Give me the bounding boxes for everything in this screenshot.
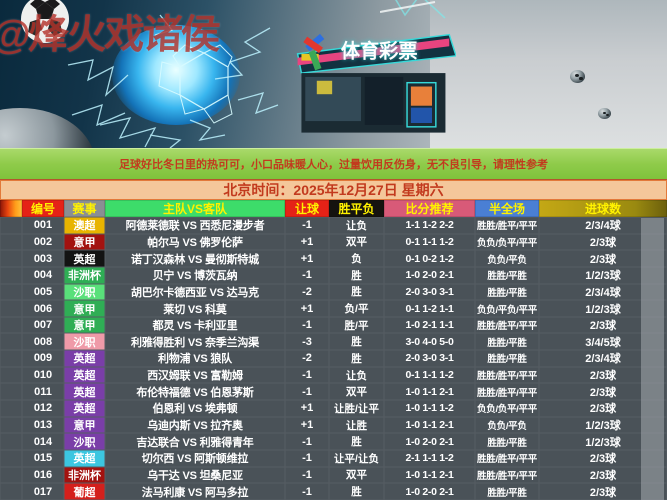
svg-text:体育彩票: 体育彩票 bbox=[341, 40, 418, 63]
